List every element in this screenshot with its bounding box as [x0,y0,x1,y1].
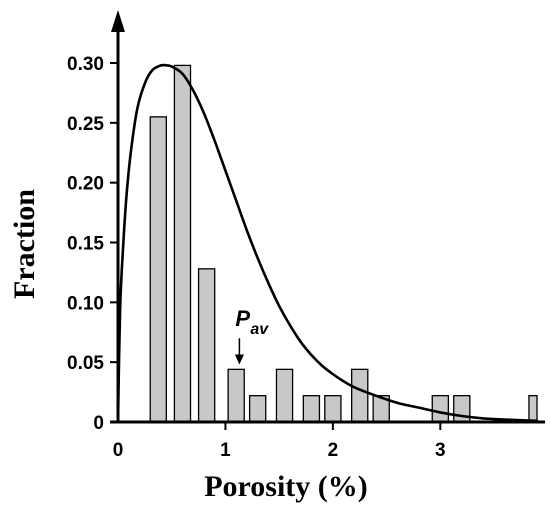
pav-arrow-head [234,354,244,365]
x-tick-label: 3 [435,440,446,461]
histogram-bar [149,116,167,423]
fit-curve-line [116,63,539,424]
x-tick-label: 0 [113,440,124,461]
histogram-bar [351,368,369,423]
y-axis-arrowhead [111,10,125,32]
pav-annotation-label: P [235,306,250,331]
histogram-bar [302,395,321,423]
pav-annotation-subscript: av [250,321,269,338]
histogram-bar [173,64,192,423]
y-tick-label: 0.10 [67,293,104,314]
y-tick-label: 0.25 [67,114,104,135]
curve-layer [116,63,539,424]
histogram-bar [275,368,294,423]
histogram-bar [197,268,216,423]
x-axis-label: Porosity (%) [204,470,368,503]
ticks-layer: 0 0.05 0.10 0.15 0.20 0.25 0.30 0 1 2 3 [67,54,446,461]
histogram-bar [248,395,267,423]
histogram-bar [528,395,538,423]
y-tick-label: 0 [93,413,104,434]
y-tick-label: 0.05 [67,353,104,374]
histogram-bar [431,395,450,423]
histogram-bar [227,368,245,423]
y-axis-label: Fraction [8,189,41,299]
axes-layer [110,10,545,424]
y-tick-label: 0.20 [67,174,104,195]
x-tick-label: 2 [328,440,339,461]
y-tick-label: 0.15 [67,234,104,255]
histogram-bar [324,395,342,423]
bars-layer [149,64,538,423]
y-tick-label: 0.30 [67,54,104,75]
x-tick-label: 1 [220,440,231,461]
